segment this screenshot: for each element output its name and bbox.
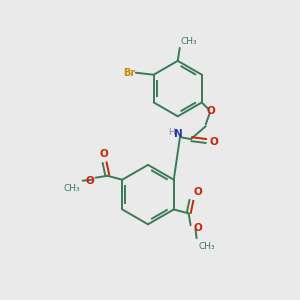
Text: O: O: [99, 149, 108, 159]
Text: O: O: [206, 106, 215, 116]
Text: N: N: [174, 129, 182, 139]
Text: CH₃: CH₃: [199, 242, 215, 251]
Text: H: H: [168, 128, 174, 137]
Text: O: O: [86, 176, 94, 186]
Text: Br: Br: [123, 68, 135, 78]
Text: CH₃: CH₃: [181, 37, 197, 46]
Text: O: O: [210, 137, 218, 147]
Text: CH₃: CH₃: [63, 184, 80, 193]
Text: O: O: [194, 223, 202, 233]
Text: O: O: [194, 187, 202, 196]
